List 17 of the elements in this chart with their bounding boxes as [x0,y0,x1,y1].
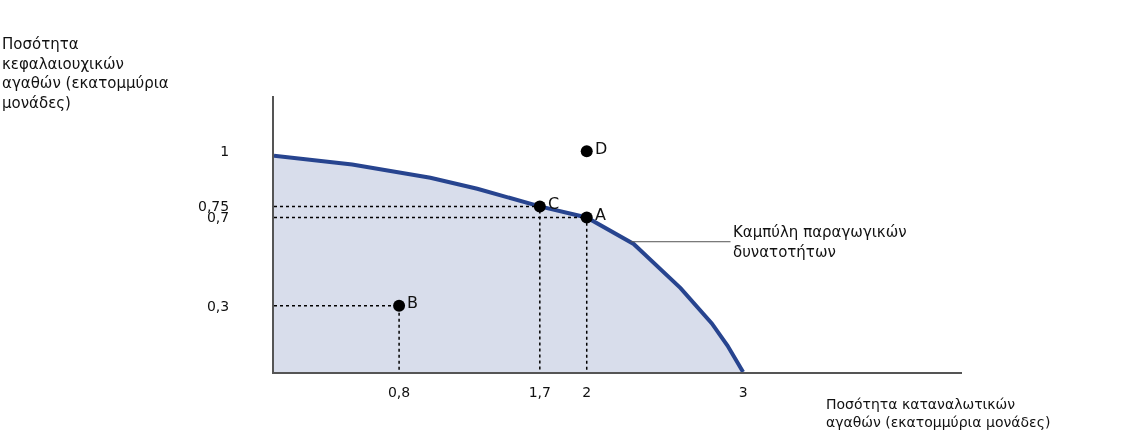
x-axis-title: Ποσότητα καταναλωτικών αγαθών (εκατομμύρια μονάδες) [826,396,1051,431]
point [580,211,593,224]
annotation: A [595,205,606,224]
y-tick-label: 1 [220,143,230,160]
y-tick-label: 0,3 [206,297,230,314]
x-tick-label: 0,8 [387,383,411,400]
x-tick-label: 2 [582,383,592,400]
point [580,145,593,158]
point [533,200,546,213]
y-axis-title: Ποσότητα κεφαλαιουχικών αγαθών (εκατομμύρια μονάδες) [2,35,169,112]
annotation: B [407,293,418,312]
annotation: D [595,139,608,158]
point [393,299,406,312]
annotation: C [548,194,560,213]
annotation: Καμπύλη παραγωγικών δυνατοτήτων [733,223,907,261]
x-tick-label: 3 [738,383,748,400]
x-tick-label: 1,7 [528,383,551,400]
